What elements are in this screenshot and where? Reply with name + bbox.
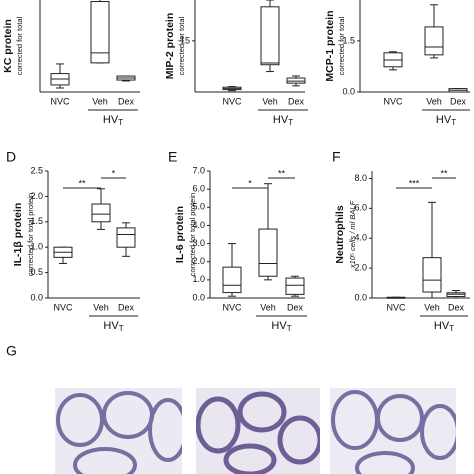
y-tick-label: 0.5 (30, 267, 43, 277)
y-tick-label: 0.0 (30, 292, 43, 302)
box (286, 77, 306, 84)
significance-label: * (112, 168, 116, 178)
y-tick-label: 0.0 (342, 86, 355, 96)
x-tick-label: NVC (53, 302, 73, 312)
y-tick-label: 1.0 (192, 274, 205, 284)
panel-letter: F (332, 149, 341, 165)
histology-image (196, 388, 320, 474)
y-tick-label: 1.0 (30, 242, 43, 252)
significance-label: ** (78, 178, 86, 188)
y-axis-sublabel: x10⁵ cells / ml BALF (348, 200, 357, 269)
x-tick-label: Veh (92, 96, 108, 106)
x-tick-label: Dex (450, 96, 467, 106)
x-tick-label: NVC (50, 96, 70, 106)
x-tick-label: NVC (386, 302, 406, 312)
group-label-text: HV (103, 320, 119, 332)
y-tick-label: 4.0 (192, 220, 205, 230)
y-axis-sublabel: corrected for total protein (26, 193, 35, 276)
group-label: HVT (103, 320, 123, 333)
x-tick-label: NVC (222, 96, 242, 106)
y-axis-sublabel: corrected for total (337, 16, 346, 75)
panel-letter: D (6, 149, 16, 165)
histology-image (330, 388, 456, 474)
y-tick-label: 1.5 (30, 216, 43, 226)
box (91, 203, 111, 223)
y-tick-label: 3.0 (192, 238, 205, 248)
x-tick-label: Veh (260, 302, 276, 312)
group-label-text: HV (434, 320, 450, 332)
x-tick-label: Dex (118, 302, 135, 312)
y-tick-label: 2.5 (30, 165, 43, 175)
box (116, 227, 136, 248)
y-tick-label: 6.0 (354, 203, 367, 213)
y-tick-label: 2.0 (30, 191, 43, 201)
group-label-sub: T (287, 324, 292, 333)
y-tick-label: 2.0 (192, 256, 205, 266)
group-label-sub: T (288, 118, 293, 127)
y-tick-label: 0.0 (192, 292, 205, 302)
y-axis-label: MCP-1 protein (324, 10, 336, 81)
panel-letter: E (168, 149, 177, 165)
group-label: HVT (434, 320, 454, 333)
x-tick-label: Dex (118, 96, 135, 106)
y-axis-sublabel: corrected for total (15, 16, 24, 75)
y-tick-label: 1.5 (342, 35, 355, 45)
histology-image (55, 388, 182, 474)
x-tick-label: Veh (426, 96, 442, 106)
significance-label: ** (440, 168, 448, 178)
group-label-sub: T (451, 118, 456, 127)
x-tick-label: NVC (383, 96, 403, 106)
group-label-text: HV (103, 114, 119, 126)
x-tick-label: Dex (287, 302, 304, 312)
group-label-text: HV (271, 320, 287, 332)
y-tick-label: 5.0 (192, 202, 205, 212)
y-axis-sublabel: corrected for total protein (188, 193, 197, 276)
x-tick-label: Dex (448, 302, 465, 312)
group-label-sub: T (449, 324, 454, 333)
box (258, 228, 278, 277)
group-label-text: HV (436, 114, 452, 126)
group-label: HVT (271, 320, 291, 333)
group-label: HVT (103, 114, 123, 127)
box (260, 6, 280, 66)
box (422, 257, 442, 293)
y-tick-label: 0.0 (354, 292, 367, 302)
box (285, 277, 305, 295)
significance-label: * (248, 178, 252, 188)
panel-letter: G (6, 343, 17, 359)
x-tick-label: Veh (93, 302, 109, 312)
y-axis-label: IL-1β protein (12, 203, 24, 267)
y-tick-label: 15 (180, 35, 190, 45)
y-tick-label: 6.0 (192, 184, 205, 194)
y-axis-sublabel: corrected for total (177, 16, 186, 75)
y-tick-label: 7.0 (192, 165, 205, 175)
x-tick-label: NVC (222, 302, 242, 312)
group-label: HVT (436, 114, 456, 127)
y-axis-label: KC protein (2, 19, 14, 73)
box (424, 26, 444, 56)
box (222, 266, 242, 294)
group-label-text: HV (273, 114, 289, 126)
x-tick-label: Veh (424, 302, 440, 312)
group-label-sub: T (119, 324, 124, 333)
box (90, 1, 110, 64)
y-axis-label: IL-6 protein (174, 206, 186, 263)
group-label-sub: T (118, 118, 123, 127)
x-tick-label: Veh (262, 96, 278, 106)
significance-label: ** (278, 168, 286, 178)
significance-label: *** (409, 178, 420, 188)
y-tick-label: 8.0 (354, 173, 367, 183)
y-tick-label: 4.0 (354, 233, 367, 243)
group-label: HVT (273, 114, 293, 127)
y-tick-label: 2.0 (354, 262, 367, 272)
y-axis-label: Neutrophils (334, 205, 346, 263)
y-axis-label: MIP-2 protein (164, 13, 176, 80)
x-tick-label: Dex (288, 96, 305, 106)
